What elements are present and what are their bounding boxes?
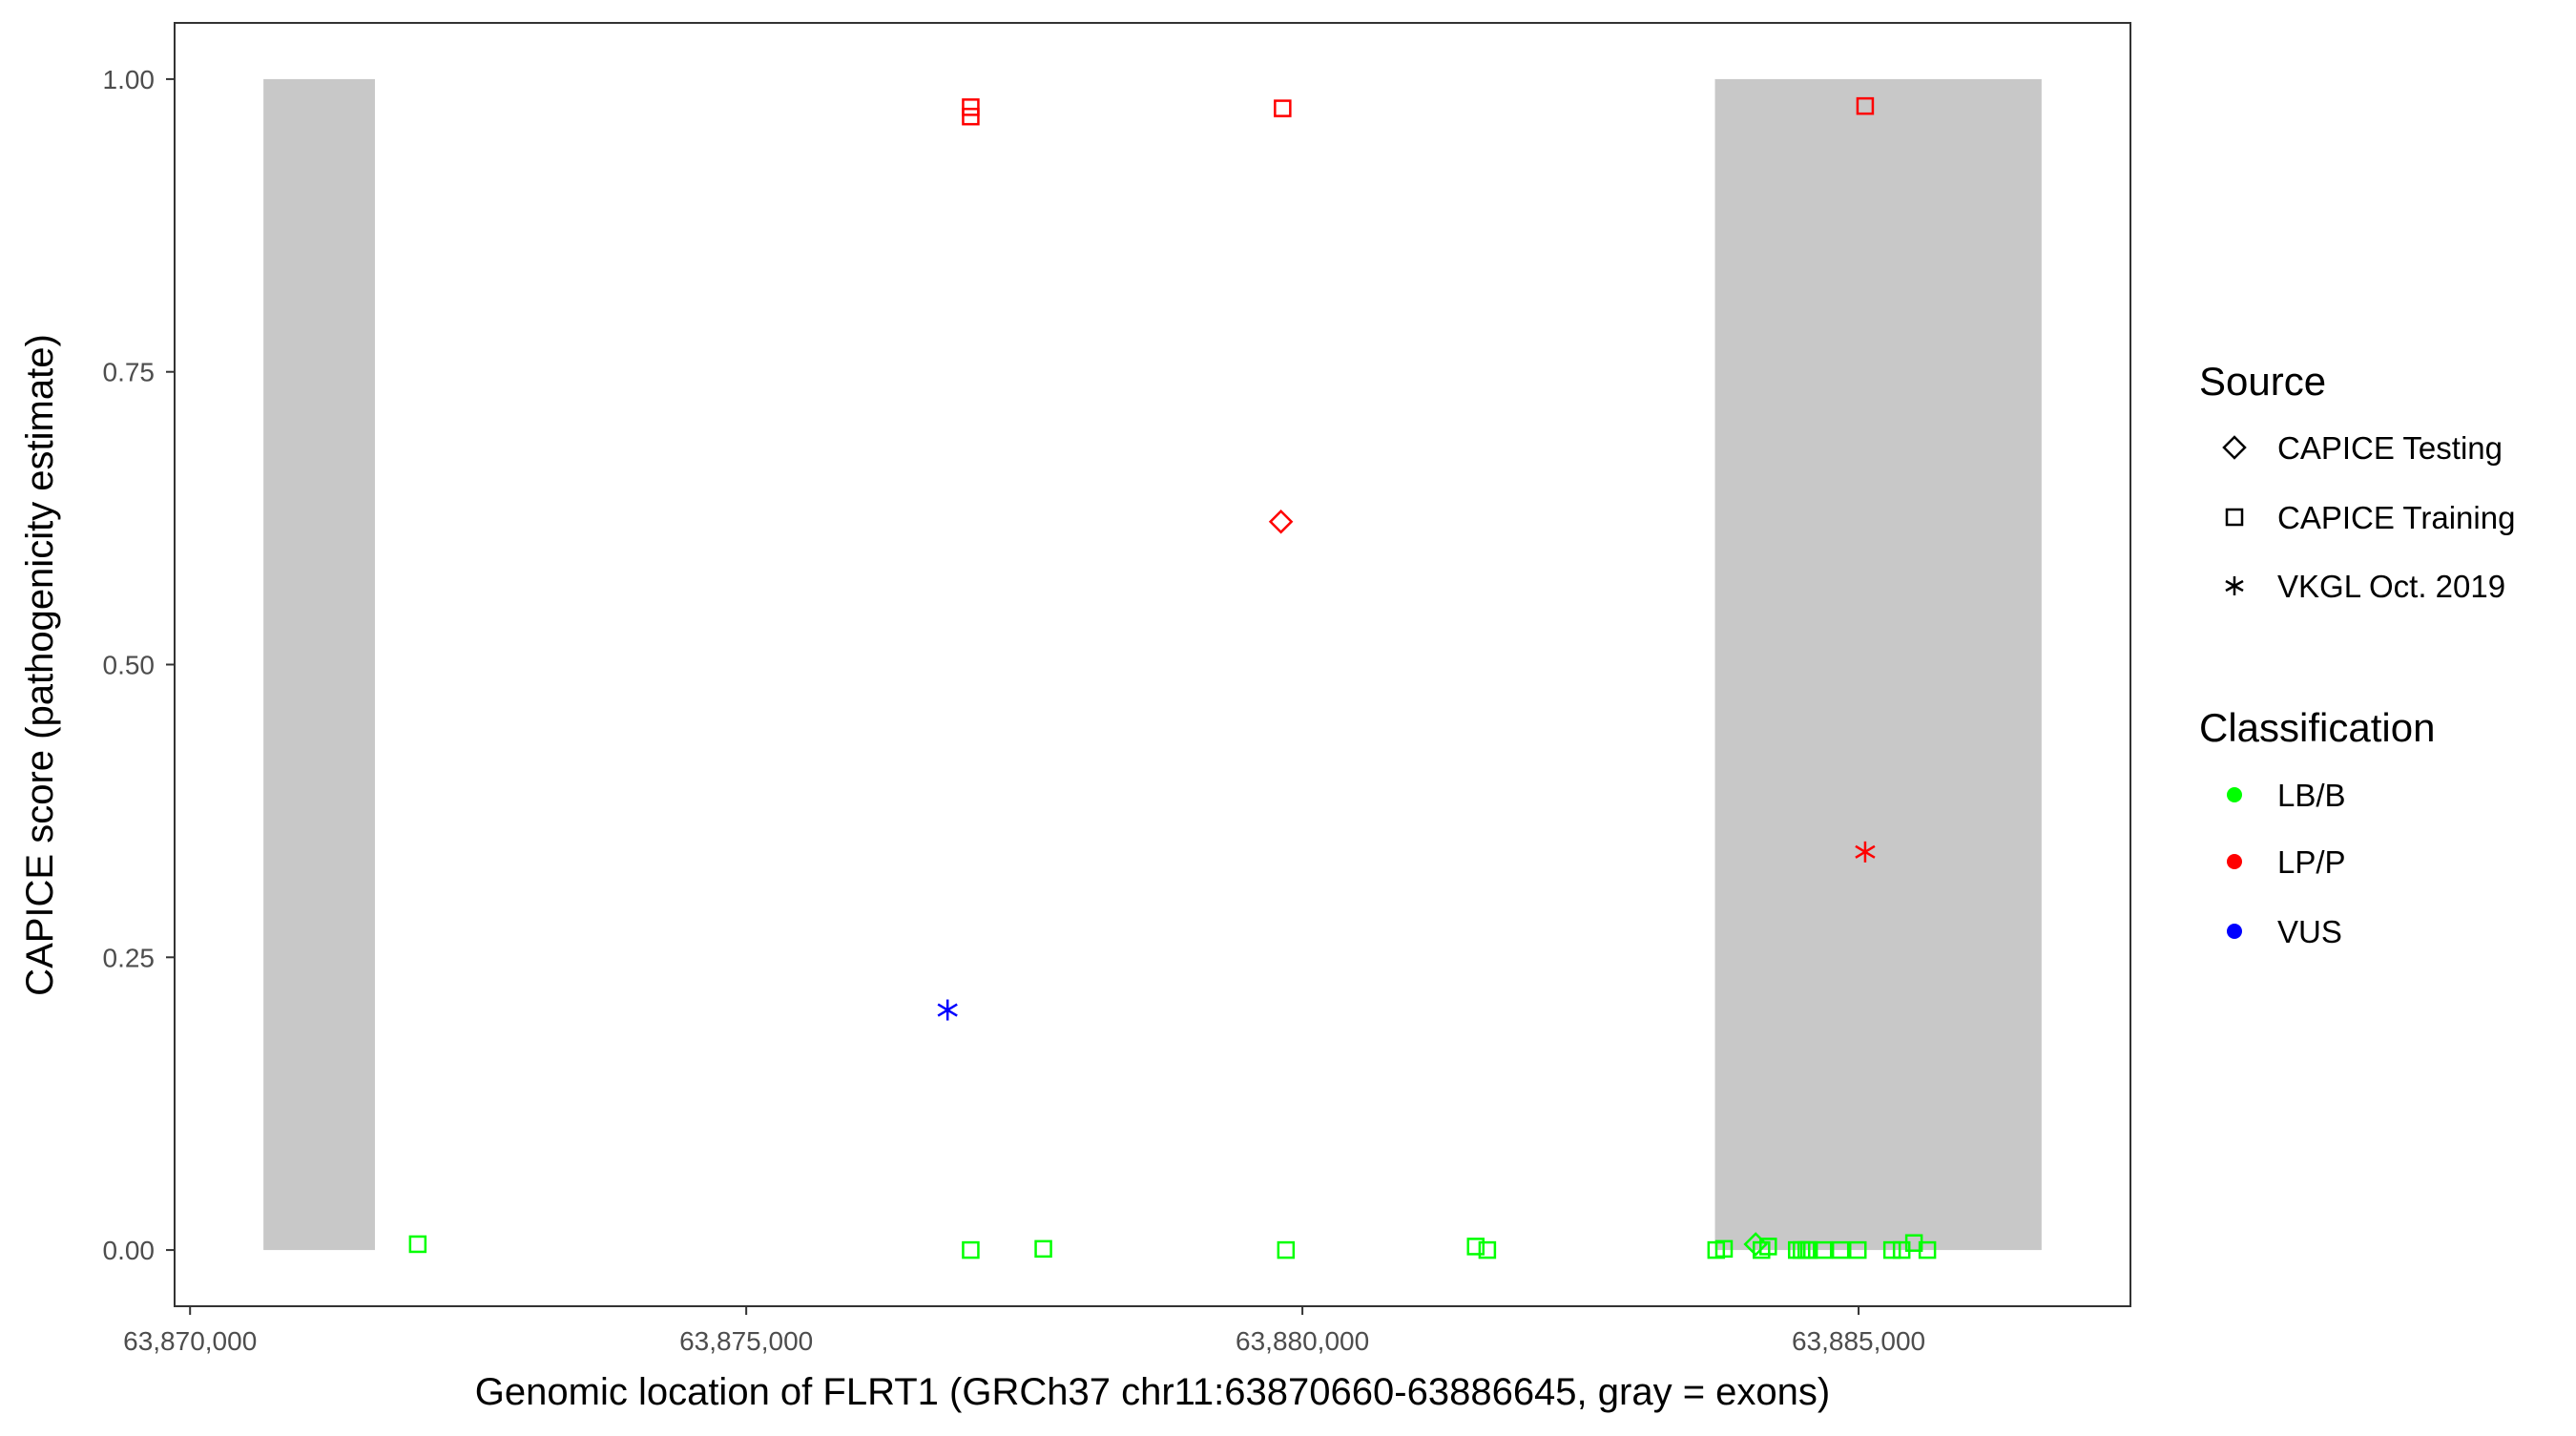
x-axis: 63,870,000 63,875,000 63,880,000 63,885,000 xyxy=(123,1306,1925,1356)
legend-classification-title: Classification xyxy=(2199,705,2435,750)
data-points xyxy=(408,96,1937,1259)
legend-dot-lbb-icon xyxy=(2227,787,2242,802)
point-square xyxy=(1714,1239,1734,1259)
legend-source-item: VKGL Oct. 2019 xyxy=(2277,569,2505,604)
point-square xyxy=(1034,1239,1052,1259)
point-square xyxy=(1831,1240,1850,1259)
legend-source: Source CAPICE Testing CAPICE Training VK… xyxy=(2199,359,2515,604)
point-square xyxy=(1848,1240,1867,1259)
legend-square-icon xyxy=(2225,508,2244,527)
point-square xyxy=(1759,1238,1777,1256)
x-tick-label: 63,885,000 xyxy=(1792,1326,1925,1356)
point-square xyxy=(1277,1240,1296,1259)
point-asterisk xyxy=(1855,841,1876,863)
point-square xyxy=(1274,99,1292,117)
point-asterisk xyxy=(937,999,958,1021)
y-axis: 0.00 0.25 0.50 0.75 1.00 xyxy=(103,65,175,1265)
point-square xyxy=(1882,1240,1901,1259)
y-tick-label: 0.50 xyxy=(103,651,156,680)
legend-asterisk-icon xyxy=(2225,576,2244,595)
point-square xyxy=(962,1240,980,1259)
point-square xyxy=(1918,1240,1937,1259)
legend-classification-item: VUS xyxy=(2277,914,2342,949)
point-square xyxy=(1466,1238,1485,1256)
exon-rect xyxy=(263,78,375,1251)
x-tick-label: 63,880,000 xyxy=(1236,1326,1369,1356)
y-axis-title: CAPICE score (pathogenicity estimate) xyxy=(19,334,61,996)
exon-rect xyxy=(1714,78,2042,1251)
legend-source-item: CAPICE Training xyxy=(2277,500,2515,535)
point-diamond xyxy=(1268,510,1294,534)
legend-classification-item: LP/P xyxy=(2277,844,2346,880)
legend-source-item: CAPICE Testing xyxy=(2277,430,2503,466)
point-square xyxy=(1478,1240,1497,1259)
x-tick-label: 63,870,000 xyxy=(123,1326,257,1356)
exon-regions xyxy=(263,78,2042,1251)
x-axis-title: Genomic location of FLRT1 (GRCh37 chr11:… xyxy=(475,1371,1830,1413)
legend-source-title: Source xyxy=(2199,359,2326,404)
y-tick-label: 0.75 xyxy=(103,358,156,387)
point-square xyxy=(408,1235,427,1254)
point-square xyxy=(962,98,980,116)
legend-diamond-icon xyxy=(2222,435,2247,460)
legend-dot-lpp-icon xyxy=(2227,854,2242,869)
y-tick-label: 0.25 xyxy=(103,943,156,972)
point-square xyxy=(1856,96,1875,115)
legend-classification: Classification LB/B LP/P VUS xyxy=(2199,705,2435,949)
x-tick-label: 63,875,000 xyxy=(679,1326,813,1356)
point-square xyxy=(962,107,980,126)
y-tick-label: 1.00 xyxy=(103,65,156,94)
y-tick-label: 0.00 xyxy=(103,1236,156,1265)
point-square xyxy=(1814,1240,1833,1259)
point-diamond xyxy=(1743,1232,1768,1257)
legend-dot-vus-icon xyxy=(2227,924,2242,939)
legend-classification-item: LB/B xyxy=(2277,778,2346,813)
